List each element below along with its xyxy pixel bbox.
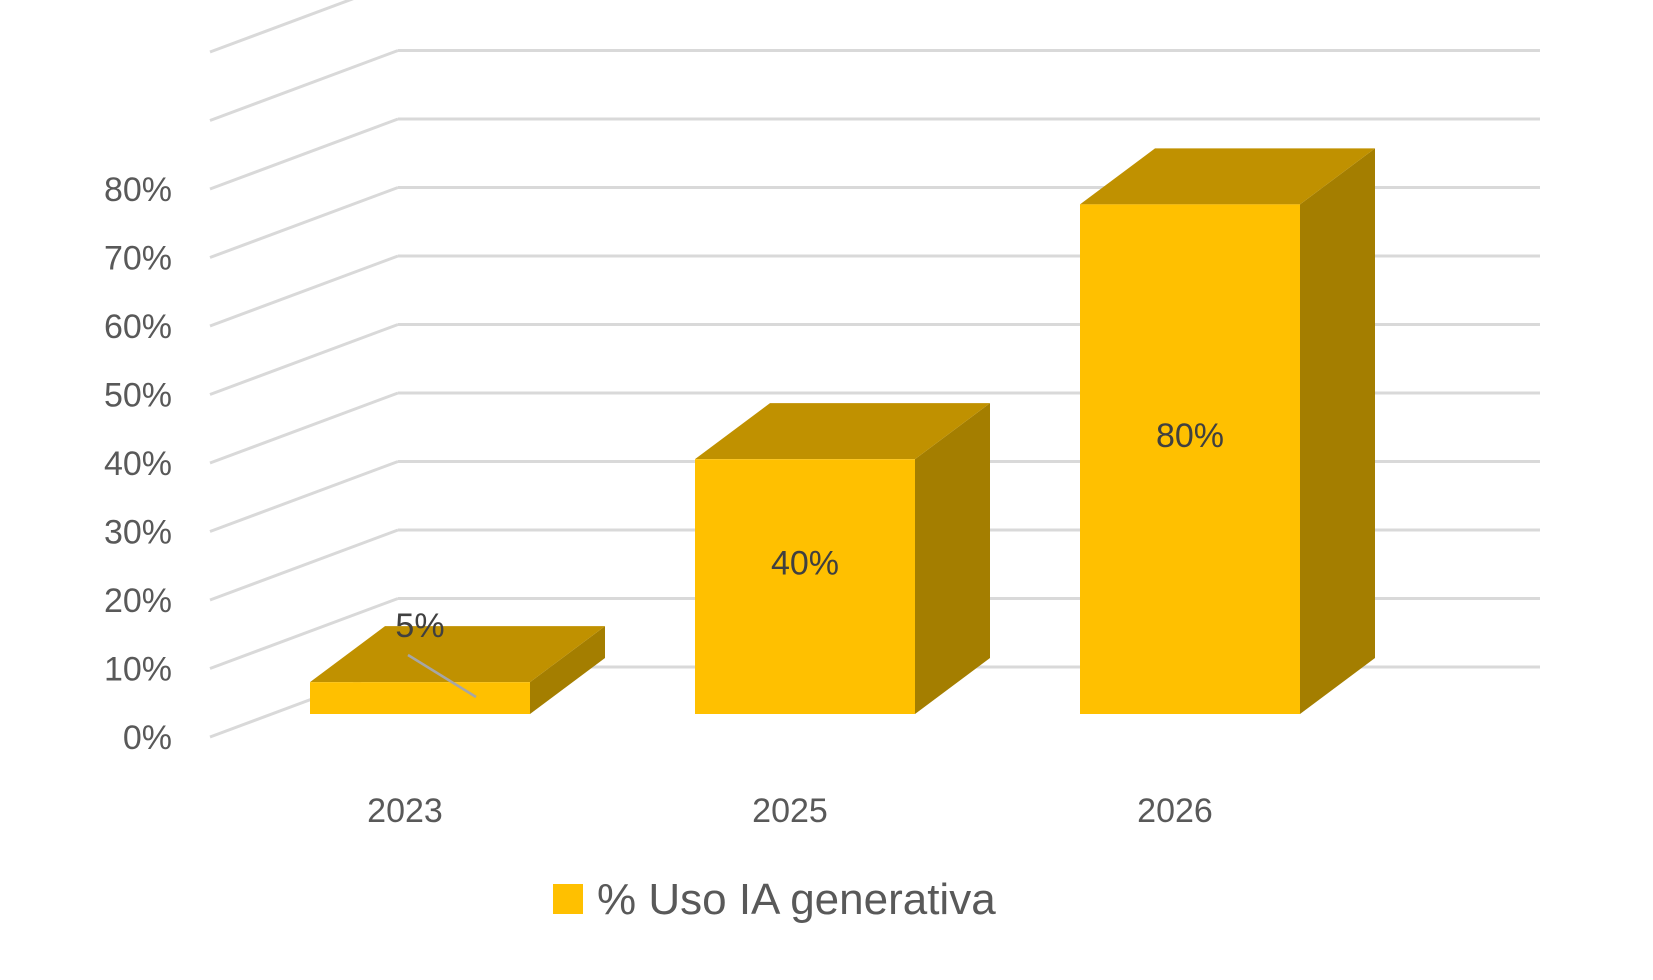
x-axis-labels: 2023 2025 2026: [367, 792, 1213, 830]
y-tick-label: 70%: [104, 240, 172, 278]
bar-top-face: [695, 403, 990, 460]
gridline-side: [209, 0, 354, 54]
gridline-side: [209, 323, 399, 396]
y-tick-label: 0%: [123, 719, 172, 757]
data-label: 5%: [395, 607, 444, 645]
y-tick-label: 20%: [104, 582, 172, 620]
gridline-side: [209, 117, 399, 191]
bar-front-face: [1080, 204, 1300, 715]
y-tick-label: 10%: [104, 651, 172, 689]
bar-2023: 5%: [310, 607, 605, 714]
y-axis-ticks: 0% 10% 20% 30% 40% 50% 60% 70% 80%: [104, 171, 172, 757]
bar-top-face: [310, 626, 605, 683]
bar-2026: 80%: [1080, 148, 1375, 715]
x-tick-label: 2026: [1137, 792, 1213, 830]
gridline-side: [209, 460, 399, 533]
gridline-side: [209, 186, 399, 259]
bar-front-face: [310, 682, 530, 714]
bar-front-face: [695, 459, 915, 714]
data-label: 80%: [1156, 417, 1224, 455]
gridline-side: [209, 528, 399, 602]
x-tick-label: 2025: [752, 792, 828, 830]
y-tick-label: 80%: [104, 171, 172, 209]
bar-side-face: [915, 403, 990, 714]
gridline-side: [209, 49, 399, 122]
y-tick-label: 50%: [104, 377, 172, 415]
legend: % Uso IA generativa: [553, 875, 996, 924]
data-label: 40%: [771, 545, 839, 583]
gridline-side: [209, 391, 399, 465]
legend-swatch: [553, 884, 583, 914]
legend-label: % Uso IA generativa: [597, 875, 996, 924]
bars: 5% 40% 80%: [310, 148, 1375, 715]
y-tick-label: 30%: [104, 514, 172, 552]
bar-side-face: [1300, 148, 1375, 715]
y-tick-label: 60%: [104, 308, 172, 346]
gridline-side: [209, 597, 399, 670]
bar-2025: 40%: [695, 403, 990, 714]
data-label-leader: [407, 653, 477, 699]
y-tick-label: 40%: [104, 445, 172, 483]
gridline-side: [209, 254, 399, 328]
bar-top-face: [1080, 148, 1375, 205]
x-tick-label: 2023: [367, 792, 443, 830]
bar-side-face: [530, 626, 605, 714]
